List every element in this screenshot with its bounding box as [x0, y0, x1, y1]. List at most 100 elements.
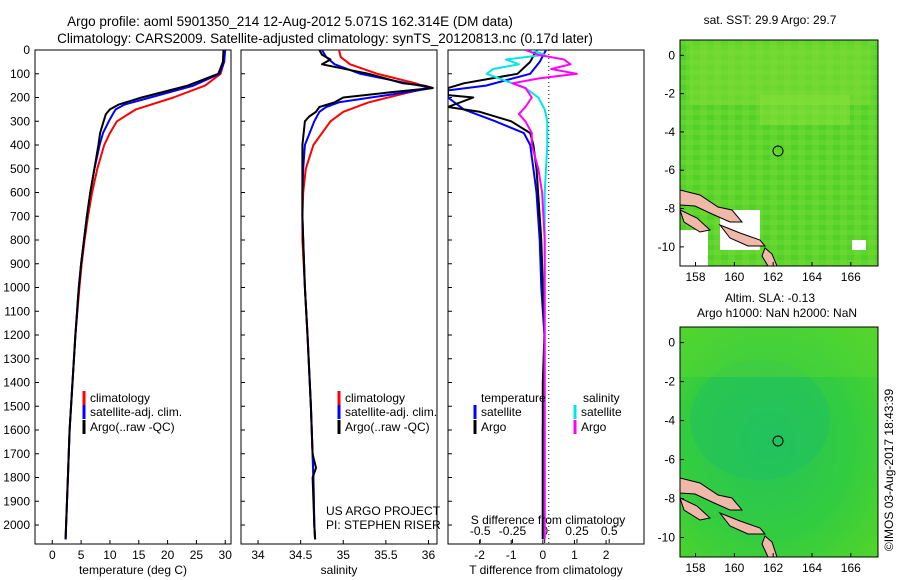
temperature-legend: climatology satellite-adj. clim. Argo(..… [82, 391, 182, 434]
x-tick-label: 0 [49, 548, 56, 562]
x-tick-label: 36 [422, 548, 436, 562]
legend-label-climatology: climatology [345, 391, 405, 405]
legend-label-argo: Argo(..raw -QC) [90, 420, 175, 434]
lat-tick-label: -8 [664, 202, 675, 216]
series-line-temperature-argo [448, 50, 546, 540]
lat-tick-label: -10 [658, 531, 676, 545]
depth-tick-label: 100 [10, 67, 30, 81]
island-landmass [761, 535, 778, 557]
difference-series [448, 50, 578, 540]
series-line-argo-raw-qc- [64, 50, 225, 540]
t-difference-axis-label: T difference from climatology [469, 563, 623, 577]
x-tick-label: -0.25 [499, 524, 527, 538]
series-line-salinity-argo [511, 50, 578, 540]
x-tick-label: 35.5 [374, 548, 398, 562]
legend-label-temp-argo: Argo [481, 420, 507, 434]
sst-missing-data [680, 230, 708, 266]
legend-label-sal-argo: Argo [581, 420, 607, 434]
x-tick-label: 0.25 [565, 524, 589, 538]
salinity-panel-frame [240, 49, 438, 545]
depth-tick-label: 600 [10, 186, 30, 200]
sst-warm-patch [760, 95, 850, 125]
x-tick-label: 0.5 [601, 524, 618, 538]
x-tick-label: -2 [474, 548, 485, 562]
lon-tick-label: 166 [841, 561, 861, 575]
legend-label-satellite: satellite-adj. clim. [345, 405, 437, 419]
sla-map-title: Altim. SLA: -0.13 [725, 291, 815, 305]
depth-axis: 0 100 200 300 400 500 600 700 800 900 1000 1100 1200… [3, 43, 452, 532]
salinity-axis-label: salinity [321, 563, 358, 577]
lat-tick-label: 0 [668, 336, 675, 350]
x-tick-label: 10 [103, 548, 117, 562]
credit-project: US ARGO PROJECT [326, 504, 441, 518]
lat-tick-label: -4 [664, 414, 675, 428]
depth-tick-label: 1700 [3, 447, 30, 461]
legend-label-climatology: climatology [90, 391, 150, 405]
lat-tick-label: 0 [668, 48, 675, 62]
depth-tick-label: 1000 [3, 281, 30, 295]
lon-tick-label: 158 [686, 270, 706, 284]
lon-tick-label: 164 [802, 561, 822, 575]
x-tick-label: 15 [132, 548, 146, 562]
depth-tick-label: 1800 [3, 471, 30, 485]
island-landmass [761, 247, 778, 266]
depth-tick-label: 1900 [3, 494, 30, 508]
island-landmass [680, 189, 744, 223]
imos-timestamp: ©IMOS 03-Aug-2017 18:43:39 [882, 389, 896, 552]
lon-tick-label: 166 [841, 270, 861, 284]
depth-tick-label: 1600 [3, 423, 30, 437]
lat-tick-label: -4 [664, 125, 675, 139]
s-difference-axis-label: S difference from climatology [471, 513, 626, 527]
x-tick-label: 34 [251, 548, 265, 562]
x-tick-label: 2 [603, 548, 610, 562]
lon-tick-label: 164 [802, 270, 822, 284]
temperature-series [64, 50, 227, 540]
lon-tick-label: 162 [763, 561, 783, 575]
legend-label-argo: Argo(..raw -QC) [345, 420, 430, 434]
island-landmass [680, 497, 712, 521]
x-tick-label: 20 [161, 548, 175, 562]
difference-legend: temperature salinity satellite Argo sate… [473, 391, 622, 434]
depth-tick-label: 300 [10, 114, 30, 128]
credit-pi: PI: STEPHEN RISER [326, 518, 441, 532]
sla-map-axes: 158 160 162 164 166 0 -2 -4 -6 -8 -10 [658, 336, 861, 575]
series-line-climatology [64, 50, 226, 540]
salinity-legend: climatology satellite-adj. clim. Argo(..… [337, 391, 437, 434]
x-tick-label: 1 [571, 548, 578, 562]
lat-tick-label: -8 [664, 492, 675, 506]
sst-map-axes: 158 160 162 164 166 0 -2 -4 -6 -8 -10 [658, 48, 861, 284]
legend-title-temperature: temperature [481, 391, 546, 405]
lon-tick-label: 160 [724, 270, 744, 284]
depth-tick-label: 900 [10, 257, 30, 271]
sla-map-frame [679, 326, 879, 558]
depth-tick-label: 800 [10, 233, 30, 247]
float-position-marker [772, 435, 784, 447]
depth-tick-label: 1100 [4, 304, 30, 318]
temperature-axis-label: temperature (deg C) [79, 563, 187, 577]
sst-missing-data [852, 240, 866, 250]
x-tick-label: -0.5 [470, 524, 491, 538]
sla-field [680, 327, 878, 557]
figure-title-line1: Argo profile: aoml 5901350_214 12-Aug-20… [67, 14, 513, 29]
sla-low-anomaly [690, 360, 830, 480]
legend-label-temp-satellite: satellite [481, 405, 522, 419]
sla-map-subtitle: Argo h1000: NaN h2000: NaN [697, 306, 857, 320]
series-line-temperature-satellite [448, 50, 547, 540]
lat-tick-label: -10 [658, 240, 676, 254]
depth-tick-label: 400 [10, 138, 30, 152]
lon-tick-label: 158 [686, 561, 706, 575]
lon-tick-label: 160 [724, 561, 744, 575]
lat-tick-label: -6 [664, 163, 675, 177]
lon-tick-label: 162 [763, 270, 783, 284]
island-landmass [680, 477, 744, 511]
salinity-series [301, 50, 434, 540]
x-tick-label: 35 [337, 548, 351, 562]
island-landmass [718, 511, 767, 535]
lat-tick-label: -2 [664, 87, 675, 101]
t-difference-x-axis: -2 -1 0 1 2 [474, 540, 610, 562]
x-tick-label: 30 [219, 548, 233, 562]
depth-tick-label: 1200 [3, 328, 30, 342]
x-tick-label: -1 [506, 548, 517, 562]
island-landmass [718, 223, 767, 247]
